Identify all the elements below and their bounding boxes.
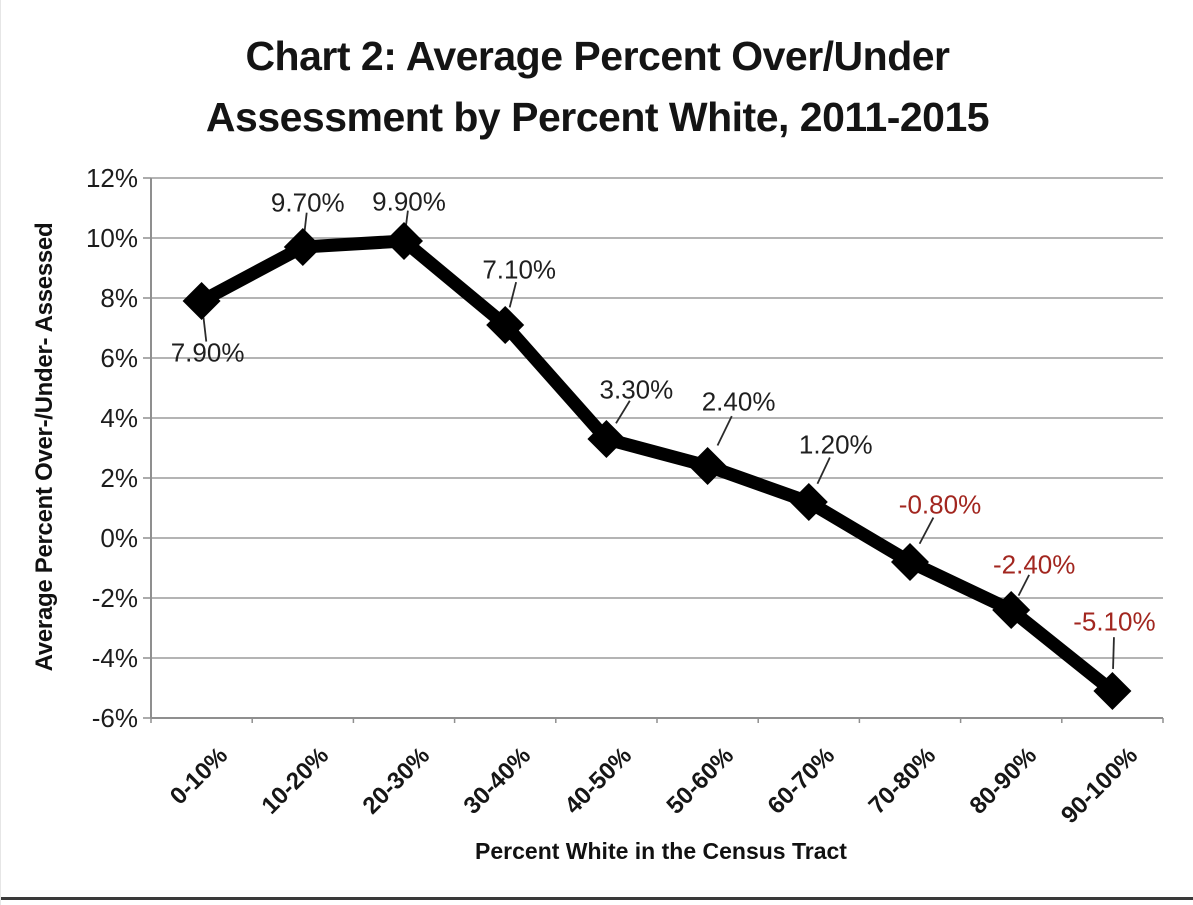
diamond-marker xyxy=(385,222,423,260)
data-label: 9.90% xyxy=(372,186,446,217)
chart-title-line-2: Assessment by Percent White, 2011-2015 xyxy=(205,94,990,140)
series-line xyxy=(195,234,1119,698)
label-leader-line xyxy=(615,400,631,424)
y-tick-label: 0% xyxy=(100,523,138,553)
diamond-marker xyxy=(182,282,221,320)
label-leader-line xyxy=(716,415,733,446)
data-label: 1.20% xyxy=(798,429,873,460)
page-bottom-edge xyxy=(1,897,1193,900)
data-label: -2.40% xyxy=(992,549,1076,580)
diamond-marker xyxy=(486,306,525,344)
label-leader-line xyxy=(816,457,831,485)
data-label: -0.80% xyxy=(898,489,982,520)
diamond-marker xyxy=(283,228,322,266)
chart-title-line-1: Chart 2: Average Percent Over/Under xyxy=(245,33,950,79)
data-label: 9.70% xyxy=(270,187,345,218)
y-tick-label: -2% xyxy=(91,583,138,613)
y-tick-label: 6% xyxy=(100,343,138,373)
label-leader-line xyxy=(1112,637,1115,669)
y-tick-label: -4% xyxy=(91,643,138,673)
diamond-marker xyxy=(688,447,727,485)
chart-title: Chart 2: Average Percent Over/Under Asse… xyxy=(1,26,1193,148)
label-leader-line xyxy=(303,212,308,234)
label-leader-line xyxy=(918,517,935,545)
data-label: 3.30% xyxy=(599,374,674,405)
y-tick-label: 8% xyxy=(100,283,138,313)
y-tick-label: 10% xyxy=(85,223,138,253)
label-leader-line xyxy=(508,281,517,308)
y-tick-label: 4% xyxy=(100,403,138,433)
y-tick-label: 12% xyxy=(85,163,138,193)
y-tick-label: -6% xyxy=(91,703,138,733)
data-label: 7.10% xyxy=(482,254,557,285)
diamond-marker xyxy=(1093,672,1132,710)
data-label: -5.10% xyxy=(1073,606,1156,637)
y-tick-label: 2% xyxy=(100,463,138,493)
diamond-marker xyxy=(891,543,929,581)
label-leader-line xyxy=(202,317,208,342)
diamond-marker xyxy=(587,420,626,458)
data-label: 2.40% xyxy=(701,386,776,417)
data-label: 7.90% xyxy=(170,337,245,368)
diamond-marker xyxy=(789,483,828,521)
x-axis-title: Percent White in the Census Tract xyxy=(475,838,847,864)
label-leader-line xyxy=(1017,574,1030,597)
diamond-marker xyxy=(992,591,1031,629)
